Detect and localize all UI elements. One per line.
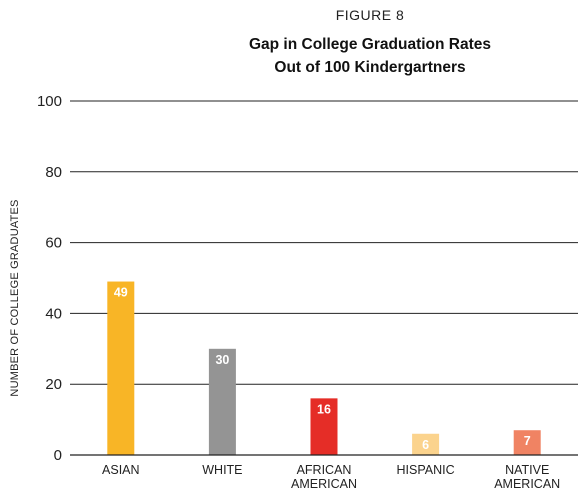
bar: [310, 398, 338, 455]
x-tick-label: HISPANIC: [397, 463, 455, 477]
y-tick-label: 100: [37, 93, 62, 110]
y-tick-label: 20: [45, 376, 62, 393]
y-tick-label: 0: [54, 447, 62, 464]
bar: [107, 281, 135, 455]
x-tick-label: WHITE: [202, 463, 242, 477]
figure-label: FIGURE 8: [335, 7, 405, 23]
chart-subtitle: Out of 100 Kindergartners: [274, 59, 466, 76]
data-label: 49: [114, 286, 128, 300]
data-label: 30: [215, 353, 229, 367]
y-tick-label: 80: [45, 164, 62, 181]
x-tick-label: NATIVE: [505, 463, 549, 477]
y-tick-label: 60: [45, 235, 62, 252]
x-tick-label: AMERICAN: [494, 477, 560, 491]
chart-title: Gap in College Graduation Rates: [248, 36, 491, 53]
x-tick-label: AMERICAN: [291, 477, 357, 491]
x-tick-label: AFRICAN: [297, 463, 352, 477]
data-label: 16: [317, 402, 331, 416]
data-label: 7: [524, 434, 531, 448]
y-axis-label: NUMBER OF COLLEGE GRADUATES: [9, 199, 21, 396]
bar: [513, 430, 541, 455]
data-label: 6: [422, 438, 429, 452]
y-tick-label: 40: [45, 305, 62, 322]
x-tick-label: ASIAN: [102, 463, 140, 477]
bar: [412, 433, 440, 455]
bar: [208, 348, 236, 455]
